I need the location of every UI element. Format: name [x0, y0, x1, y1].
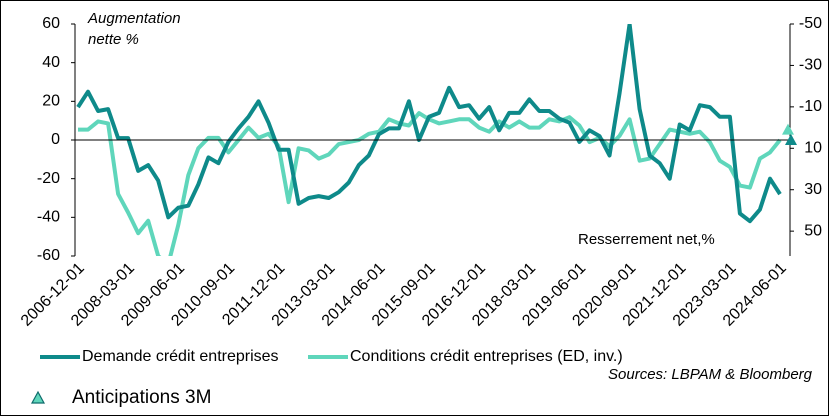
- series-line: [76, 24, 782, 224]
- y2-label: Resserrement net,%: [578, 231, 715, 248]
- y-tick-label: 20: [42, 93, 60, 110]
- y2-tick-label: 10: [804, 140, 822, 157]
- y2-tick-label: -50: [799, 15, 822, 32]
- anticipation-marker: [785, 134, 797, 145]
- y-tick-label: 40: [42, 54, 60, 71]
- legend-label: Anticipations 3M: [72, 387, 211, 408]
- y2-tick-label: 30: [804, 181, 822, 198]
- y-label: Augmentation: [87, 10, 181, 27]
- anticipation-marker: [782, 123, 794, 135]
- source: Sources: LBPAM & Bloomberg: [608, 366, 813, 383]
- legend-label: Conditions crédit entreprises (ED, inv.): [350, 348, 623, 365]
- y2-tick-label: -10: [799, 98, 822, 115]
- y-tick-label: 0: [51, 131, 60, 148]
- y-tick-label: -60: [37, 247, 60, 264]
- y-tick-label: 60: [42, 15, 60, 32]
- legend-marker: [30, 390, 46, 404]
- plot-area: [76, 24, 782, 256]
- legend-label: Demande crédit entreprises: [82, 348, 279, 365]
- y-tick-label: -20: [37, 170, 60, 187]
- y2-tick-label: -30: [799, 57, 822, 74]
- y2-tick-label: 50: [804, 222, 822, 239]
- y-tick-label: -40: [37, 209, 60, 226]
- y-label: nette %: [88, 31, 139, 48]
